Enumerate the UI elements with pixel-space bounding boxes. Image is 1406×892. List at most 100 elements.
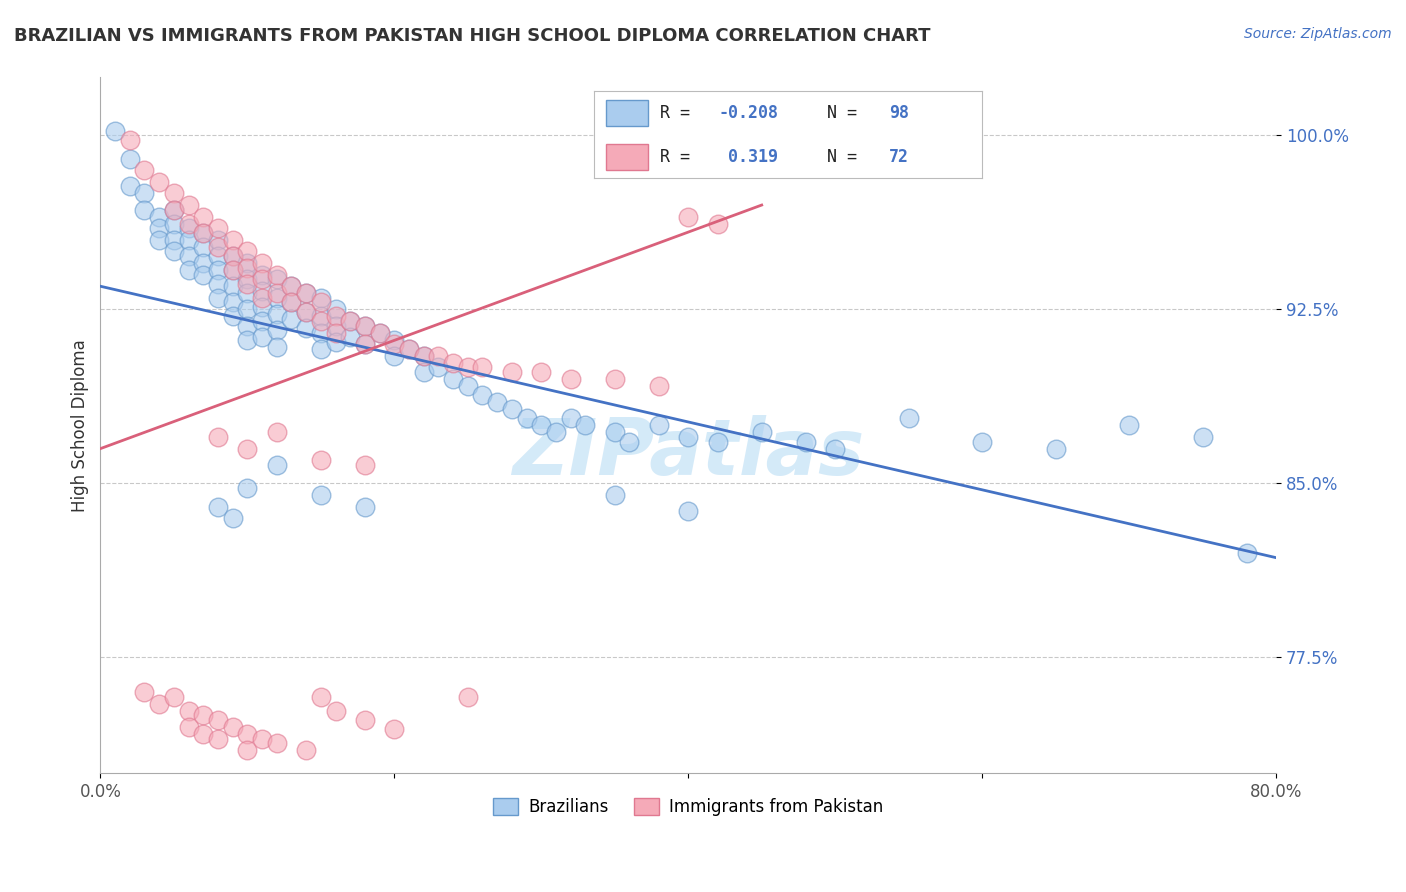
- Point: [250, 300, 273, 314]
- Point: [207, 430, 229, 444]
- Point: [354, 713, 377, 727]
- Point: [339, 330, 361, 344]
- Point: [193, 210, 215, 224]
- Point: [309, 291, 332, 305]
- Point: [177, 217, 200, 231]
- Point: [266, 458, 288, 472]
- Point: [280, 295, 302, 310]
- Point: [309, 342, 332, 356]
- Point: [207, 291, 229, 305]
- Point: [250, 291, 273, 305]
- Point: [236, 277, 259, 291]
- Point: [295, 305, 318, 319]
- Point: [236, 318, 259, 333]
- Point: [207, 221, 229, 235]
- Point: [441, 372, 464, 386]
- Point: [501, 365, 523, 379]
- Point: [516, 411, 538, 425]
- Point: [221, 720, 243, 734]
- Point: [250, 284, 273, 298]
- Point: [309, 453, 332, 467]
- Point: [236, 333, 259, 347]
- Point: [457, 690, 479, 704]
- Point: [177, 221, 200, 235]
- Point: [163, 202, 186, 217]
- Point: [266, 425, 288, 440]
- Point: [250, 330, 273, 344]
- Point: [471, 388, 494, 402]
- Point: [193, 226, 215, 240]
- Point: [250, 314, 273, 328]
- Point: [530, 365, 553, 379]
- Point: [207, 249, 229, 263]
- Point: [325, 302, 347, 317]
- Point: [193, 727, 215, 741]
- Point: [221, 233, 243, 247]
- Point: [457, 379, 479, 393]
- Point: [134, 186, 156, 201]
- Point: [824, 442, 846, 456]
- Point: [163, 217, 186, 231]
- Point: [177, 720, 200, 734]
- Point: [221, 279, 243, 293]
- Text: Source: ZipAtlas.com: Source: ZipAtlas.com: [1244, 27, 1392, 41]
- Point: [177, 263, 200, 277]
- Point: [207, 240, 229, 254]
- Point: [163, 690, 186, 704]
- Point: [309, 310, 332, 324]
- Y-axis label: High School Diploma: High School Diploma: [72, 339, 89, 512]
- Point: [163, 186, 186, 201]
- Point: [250, 731, 273, 746]
- Point: [193, 226, 215, 240]
- Point: [325, 310, 347, 324]
- Point: [177, 249, 200, 263]
- Point: [648, 418, 671, 433]
- Point: [354, 458, 377, 472]
- Point: [398, 342, 420, 356]
- Point: [221, 249, 243, 263]
- Point: [603, 488, 626, 502]
- Point: [221, 511, 243, 525]
- Point: [794, 434, 817, 449]
- Point: [221, 263, 243, 277]
- Point: [177, 704, 200, 718]
- Point: [193, 708, 215, 723]
- Point: [236, 727, 259, 741]
- Point: [544, 425, 567, 440]
- Point: [134, 202, 156, 217]
- Point: [339, 314, 361, 328]
- Point: [325, 334, 347, 349]
- Point: [368, 326, 391, 340]
- Point: [236, 272, 259, 286]
- Point: [193, 256, 215, 270]
- Point: [325, 326, 347, 340]
- Point: [354, 337, 377, 351]
- Point: [236, 244, 259, 259]
- Point: [295, 743, 318, 757]
- Point: [207, 233, 229, 247]
- Point: [412, 349, 434, 363]
- Point: [163, 244, 186, 259]
- Point: [676, 430, 699, 444]
- Point: [236, 286, 259, 301]
- Point: [250, 256, 273, 270]
- Text: BRAZILIAN VS IMMIGRANTS FROM PAKISTAN HIGH SCHOOL DIPLOMA CORRELATION CHART: BRAZILIAN VS IMMIGRANTS FROM PAKISTAN HI…: [14, 27, 931, 45]
- Point: [280, 311, 302, 326]
- Point: [236, 302, 259, 317]
- Point: [266, 307, 288, 321]
- Point: [706, 434, 728, 449]
- Point: [250, 268, 273, 282]
- Point: [236, 481, 259, 495]
- Point: [221, 249, 243, 263]
- Point: [177, 198, 200, 212]
- Point: [354, 318, 377, 333]
- Point: [603, 425, 626, 440]
- Point: [412, 349, 434, 363]
- Point: [104, 124, 127, 138]
- Point: [148, 175, 170, 189]
- Point: [354, 318, 377, 333]
- Point: [163, 233, 186, 247]
- Point: [603, 372, 626, 386]
- Point: [972, 434, 994, 449]
- Point: [207, 500, 229, 514]
